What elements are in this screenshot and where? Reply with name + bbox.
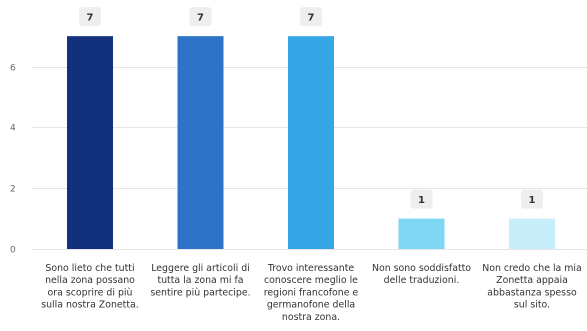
data-label-box-5 [521, 189, 543, 209]
category-label-line: abbastanza spesso [487, 287, 577, 298]
category-label-line: sul sito. [514, 300, 550, 311]
y-axis-tick-labels: 0 2 4 6 [10, 64, 16, 256]
data-label-2: 7 [197, 13, 204, 24]
data-labels: 7 7 7 1 1 [79, 7, 543, 209]
data-label-1: 7 [87, 13, 94, 24]
category-label-line: nella zona possano [45, 275, 135, 286]
category-label-4: Non sono soddisfatto delle traduzioni. [372, 263, 471, 286]
category-label-line: sentire più partecipe. [150, 287, 250, 298]
y-tick-label-2: 2 [10, 185, 16, 195]
category-label-3: Trovo interessante conoscere meglio le reg… [264, 263, 359, 323]
bar-3 [288, 36, 334, 249]
data-label-3: 7 [308, 13, 315, 24]
category-label-5: Non credo che la mia Zonetta appaia abbast… [482, 263, 582, 311]
y-tick-label-0: 0 [10, 246, 16, 256]
data-label-box-4 [410, 189, 433, 209]
category-label-line: tutta la zona mi fa [157, 275, 243, 286]
bars [67, 36, 555, 249]
category-label-line: Trovo interessante [267, 263, 355, 274]
bar-1 [67, 36, 113, 249]
category-label-line: nostra zona. [282, 312, 340, 323]
category-labels: Sono lieto che tutti nella zona possano or… [41, 263, 582, 323]
category-label-1: Sono lieto che tutti nella zona possano or… [41, 263, 139, 311]
data-label-box-2 [189, 7, 212, 27]
data-label-4: 1 [418, 195, 425, 206]
category-label-line: regioni francofone e [264, 287, 359, 298]
category-label-line: ora scoprire di più [48, 287, 133, 298]
category-label-line: Zonetta appaia [496, 275, 568, 286]
bar-5 [509, 218, 555, 249]
category-label-line: Non sono soddisfatto [372, 263, 471, 274]
y-tick-label-4: 4 [10, 124, 16, 134]
bar-2 [177, 36, 224, 249]
category-label-line: Sono lieto che tutti [45, 263, 134, 274]
category-label-line: Non credo che la mia [482, 263, 582, 274]
y-tick-label-6: 6 [10, 64, 16, 74]
category-label-line: Leggere gli articoli di [151, 263, 250, 274]
category-label-line: conoscere meglio le [264, 275, 358, 286]
category-label-line: delle traduzioni. [384, 275, 460, 286]
data-label-5: 1 [529, 195, 536, 206]
category-label-line: sulla nostra Zonetta. [41, 300, 139, 311]
category-label-2: Leggere gli articoli di tutta la zona mi … [150, 263, 250, 298]
data-label-box-1 [79, 7, 101, 27]
category-label-line: germanofone della [267, 300, 355, 311]
bar-4 [398, 218, 445, 249]
data-label-box-3 [300, 7, 322, 27]
